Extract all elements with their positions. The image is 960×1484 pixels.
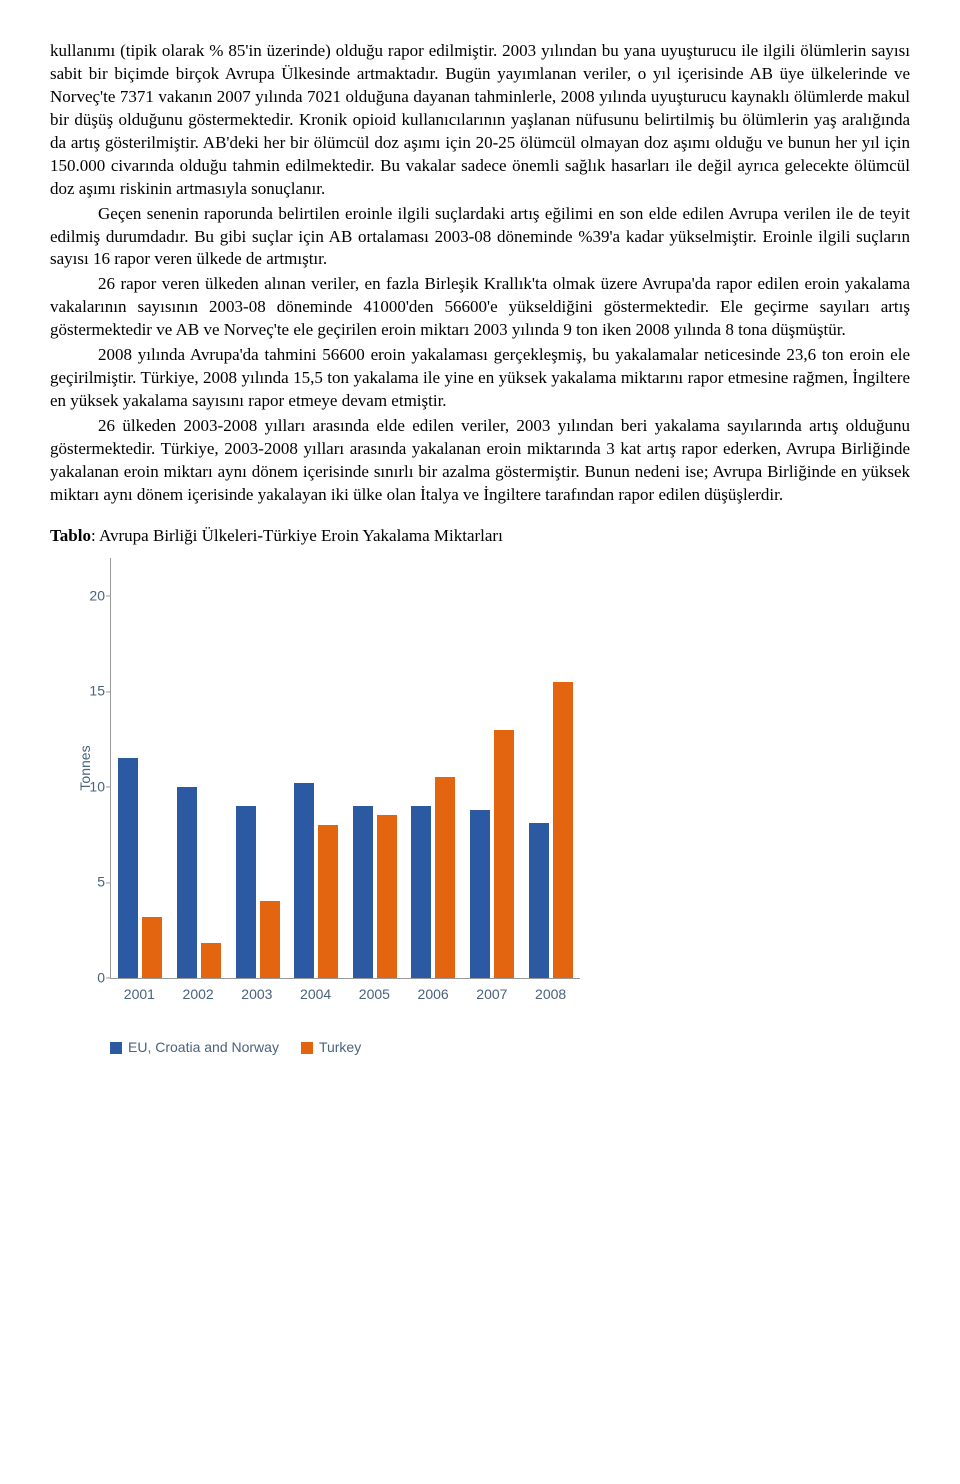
chart-bar (177, 787, 197, 978)
heroin-seizure-chart: Tonnes 05101520 200120022003200420052006… (50, 558, 590, 1057)
chart-xlabel: 2003 (228, 979, 287, 1004)
chart-bar (353, 806, 373, 978)
chart-xlabel: 2002 (169, 979, 228, 1004)
chart-ytick: 20 (81, 586, 105, 605)
paragraph-1: kullanımı (tipik olarak % 85'in üzerinde… (50, 40, 910, 201)
chart-bar (118, 758, 138, 978)
chart-bar (142, 917, 162, 978)
chart-bars-container (111, 558, 580, 978)
chart-bar-group (404, 777, 463, 977)
chart-bar-group (521, 682, 580, 978)
chart-ytick: 15 (81, 682, 105, 701)
paragraph-2: Geçen senenin raporunda belirtilen eroin… (50, 203, 910, 272)
chart-legend: EU, Croatia and Norway Turkey (110, 1038, 590, 1057)
chart-xlabel: 2008 (521, 979, 580, 1004)
chart-title-rest: : Avrupa Birliği Ülkeleri-Türkiye Eroin … (91, 526, 503, 545)
chart-bar (553, 682, 573, 978)
chart-bar-group (346, 806, 405, 978)
paragraph-4: 2008 yılında Avrupa'da tahmini 56600 ero… (50, 344, 910, 413)
chart-bar-group (111, 758, 170, 978)
chart-bar (318, 825, 338, 978)
chart-bar (411, 806, 431, 978)
chart-bar (377, 815, 397, 977)
chart-ytick: 5 (81, 873, 105, 892)
chart-bar (236, 806, 256, 978)
chart-bar (494, 730, 514, 978)
paragraph-3: 26 rapor veren ülkeden alınan veriler, e… (50, 273, 910, 342)
legend-swatch (301, 1042, 313, 1054)
chart-bar (435, 777, 455, 977)
legend-label: Turkey (319, 1039, 361, 1055)
chart-ytick: 0 (81, 968, 105, 987)
chart-xlabel: 2007 (463, 979, 522, 1004)
chart-bar (201, 943, 221, 977)
chart-bar (529, 823, 549, 978)
chart-title: Tablo: Avrupa Birliği Ülkeleri-Türkiye E… (50, 525, 910, 548)
chart-bar (294, 783, 314, 978)
chart-bar (470, 810, 490, 978)
chart-bar-group (287, 783, 346, 978)
chart-bar-group (463, 730, 522, 978)
chart-xlabel: 2005 (345, 979, 404, 1004)
legend-swatch (110, 1042, 122, 1054)
paragraph-5: 26 ülkeden 2003-2008 yılları arasında el… (50, 415, 910, 507)
chart-ytick: 10 (81, 777, 105, 796)
chart-plot-area: Tonnes 05101520 (110, 558, 580, 979)
chart-bar-group (228, 806, 287, 978)
legend-label: EU, Croatia and Norway (128, 1039, 279, 1055)
legend-item: EU, Croatia and Norway (110, 1038, 279, 1057)
chart-xlabels: 20012002200320042005200620072008 (110, 979, 580, 1004)
chart-bar-group (170, 787, 229, 978)
chart-bar (260, 901, 280, 977)
chart-xlabel: 2001 (110, 979, 169, 1004)
legend-item: Turkey (301, 1038, 361, 1057)
chart-xlabel: 2004 (286, 979, 345, 1004)
chart-title-bold: Tablo (50, 526, 91, 545)
chart-xlabel: 2006 (404, 979, 463, 1004)
